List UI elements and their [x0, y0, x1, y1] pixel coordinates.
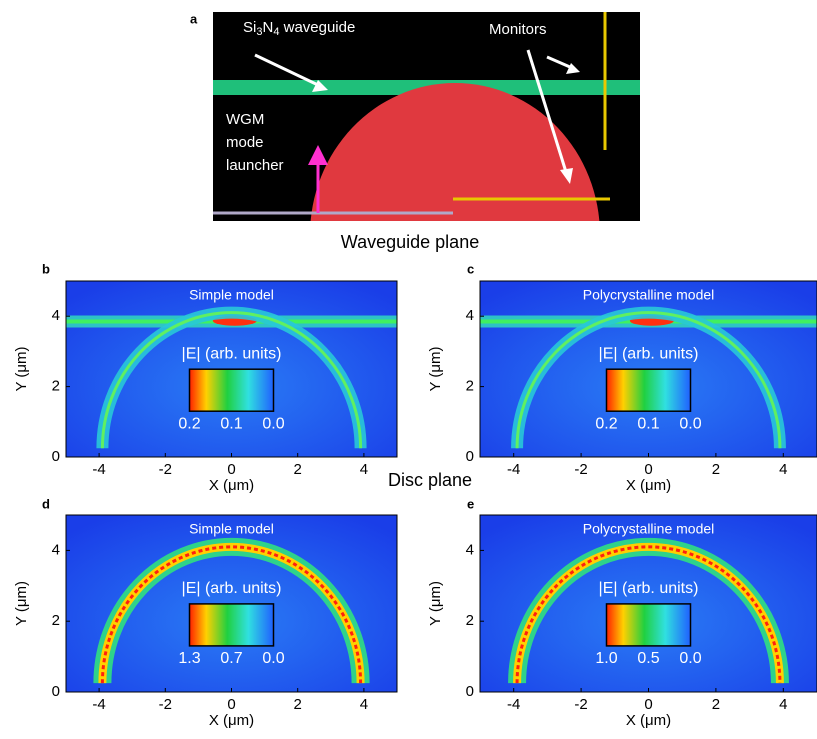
x-tick-label: -4 [92, 696, 105, 713]
colorbar-tick: 0.5 [637, 650, 659, 667]
x-tick-label: -4 [92, 461, 105, 478]
x-tick-label: 4 [779, 696, 787, 713]
colorbar-title: |E| (arb. units) [182, 345, 282, 362]
model-label: Polycrystalline model [583, 521, 715, 537]
x-tick-label: 2 [294, 696, 302, 713]
x-tick-label: 4 [779, 461, 787, 478]
y-tick-label: 0 [466, 683, 474, 700]
x-axis-label: X (μm) [209, 477, 254, 494]
monitors-label: Monitors [489, 21, 547, 38]
colorbar-tick: 1.0 [595, 650, 617, 667]
x-tick-label: -4 [507, 461, 520, 478]
colorbar-title: |E| (arb. units) [599, 580, 699, 597]
y-axis-label: Y (μm) [427, 346, 444, 391]
launcher-label: launcher [226, 157, 284, 174]
x-tick-label: 4 [360, 461, 368, 478]
colorbar-tick: 0.0 [262, 650, 284, 667]
x-tick-label: -2 [574, 696, 587, 713]
y-tick-label: 4 [466, 541, 474, 558]
figure: a Si3N4 waveguide Monitors WGM mode laun… [0, 0, 817, 739]
y-tick-label: 2 [52, 612, 60, 629]
y-axis-label: Y (μm) [427, 581, 444, 626]
launcher-label: WGM [226, 111, 264, 128]
colorbar-tick: 0.2 [595, 415, 617, 432]
panel: c Polycrystalline model |E| (arb. units) 0.… [427, 261, 817, 494]
y-tick-label: 4 [52, 541, 60, 558]
x-tick-label: 0 [644, 461, 652, 478]
x-tick-label: 2 [712, 696, 720, 713]
caption: Waveguide plane [341, 232, 479, 252]
panel-label: c [467, 261, 474, 276]
y-axis-label: Y (μm) [13, 581, 30, 626]
x-tick-label: -2 [574, 461, 587, 478]
x-tick-label: 2 [294, 461, 302, 478]
y-tick-label: 2 [466, 378, 474, 395]
model-label: Simple model [189, 521, 274, 537]
colorbar-tick: 0.1 [220, 415, 242, 432]
panel-label: e [467, 496, 474, 511]
colorbar-tick: 0.0 [679, 650, 701, 667]
panel: b Simple model |E| (arb. units) 0.2 0.1 0.0 -4… [13, 261, 397, 494]
colorbar [190, 369, 274, 411]
colorbar-tick: 0.0 [262, 415, 284, 432]
colorbar [607, 604, 691, 646]
x-tick-label: 0 [227, 696, 235, 713]
x-tick-label: -4 [507, 696, 520, 713]
panel-label: a [190, 11, 198, 26]
panel-label: b [42, 261, 50, 276]
y-tick-label: 2 [466, 612, 474, 629]
y-tick-label: 0 [466, 448, 474, 465]
y-tick-label: 4 [52, 307, 60, 324]
panel: d Simple model |E| (arb. units) 1.3 0.7 0.0 -4… [13, 496, 397, 729]
y-axis-label: Y (μm) [13, 346, 30, 391]
x-tick-label: 2 [712, 461, 720, 478]
caption: Disc plane [388, 470, 472, 490]
y-tick-label: 0 [52, 448, 60, 465]
x-tick-label: 0 [227, 461, 235, 478]
colorbar [190, 604, 274, 646]
panel-label: d [42, 496, 50, 511]
x-tick-label: 0 [644, 696, 652, 713]
x-tick-label: -2 [159, 461, 172, 478]
y-tick-label: 0 [52, 683, 60, 700]
colorbar-tick: 0.2 [178, 415, 200, 432]
colorbar-title: |E| (arb. units) [599, 345, 699, 362]
colorbar-tick: 0.1 [637, 415, 659, 432]
colorbar-tick: 0.0 [679, 415, 701, 432]
model-label: Polycrystalline model [583, 287, 715, 303]
panel: e Polycrystalline model |E| (arb. units) 1.… [427, 496, 817, 729]
colorbar-tick: 0.7 [220, 650, 242, 667]
x-tick-label: 4 [360, 696, 368, 713]
x-axis-label: X (μm) [209, 712, 254, 729]
y-tick-label: 2 [52, 378, 60, 395]
y-tick-label: 4 [466, 307, 474, 324]
launcher-label: mode [226, 134, 264, 151]
x-axis-label: X (μm) [626, 477, 671, 494]
colorbar-tick: 1.3 [178, 650, 200, 667]
x-tick-label: -2 [159, 696, 172, 713]
colorbar-title: |E| (arb. units) [182, 580, 282, 597]
model-label: Simple model [189, 287, 274, 303]
colorbar [607, 369, 691, 411]
x-axis-label: X (μm) [626, 712, 671, 729]
